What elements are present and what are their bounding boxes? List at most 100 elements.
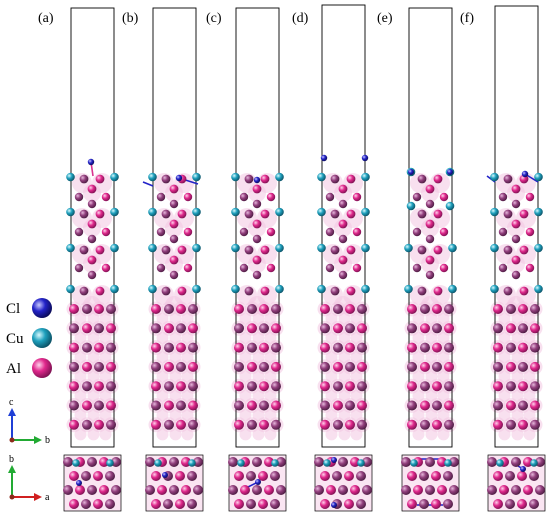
al-glow-f [498, 370, 511, 383]
cu-atom-d [361, 207, 370, 217]
cluster-al-atom-e [439, 192, 449, 202]
legend-label-cl: Cl [6, 301, 20, 317]
top-view-al-atom-b [163, 499, 173, 509]
bulk-al-atom-e [444, 361, 454, 372]
al-glow-b [156, 331, 169, 344]
cu-atom-c [275, 172, 284, 182]
bulk-al-atom-e [420, 419, 430, 430]
cu-atom-f [534, 172, 543, 182]
top-view-al-atom-d [338, 485, 348, 495]
axis-triad-top: b a [8, 454, 50, 503]
bulk-al-atom-b [176, 304, 186, 314]
top-view-cell-b [145, 454, 204, 512]
bulk-al-atom-d [357, 323, 367, 334]
cluster-al-atom-a [95, 174, 105, 184]
bulk-al-atom-a [82, 304, 92, 314]
top-view-al-atom-e [443, 499, 453, 509]
bulk-al-atom-f [506, 323, 516, 334]
bulk-al-atom-f [506, 304, 516, 314]
bulk-al-atom-b [188, 419, 198, 430]
cluster-al-atom-e [433, 286, 443, 296]
top-view-al-atom-b [145, 457, 155, 467]
cluster-al-atom-d [325, 192, 335, 202]
bulk-al-atom-f [506, 381, 516, 392]
cluster-al-atom-e [433, 209, 443, 219]
axis-triad-side: c b [8, 397, 50, 446]
cluster-al-atom-c [252, 255, 262, 265]
bulk-al-atom-c [247, 342, 257, 353]
top-view-al-atom-b [151, 499, 161, 509]
top-view-al-atom-c [258, 499, 268, 509]
cluster-al-atom-b [161, 286, 171, 296]
top-view-al-atom-b [145, 485, 155, 495]
top-view-al-atom-f [517, 471, 527, 481]
bulk-al-atom-a [94, 342, 104, 353]
top-view-al-atom-a [93, 471, 103, 481]
bulk-al-atom-f [518, 381, 528, 392]
bulk-al-atom-e [407, 304, 417, 314]
top-view-al-atom-d [356, 499, 366, 509]
cu-atom-d [317, 207, 326, 217]
cluster-al-atom-c [252, 184, 262, 194]
bulk-al-atom-b [176, 323, 186, 334]
cluster-al-atom-f [511, 255, 521, 265]
bulk-al-atom-b [164, 400, 174, 411]
al-glow-b [156, 428, 169, 441]
bulk-al-atom-a [94, 400, 104, 411]
al-glow-b [156, 370, 169, 383]
al-glow-e [412, 409, 425, 422]
al-glow-a [74, 428, 87, 441]
bulk-al-atom-c [259, 419, 269, 430]
cu-atom-b [148, 207, 157, 217]
bulk-al-atom-e [432, 323, 442, 334]
cluster-al-atom-c [252, 234, 262, 244]
bulk-al-atom-f [530, 419, 540, 430]
cluster-al-atom-c [244, 286, 254, 296]
top-view-al-atom-b [193, 485, 203, 495]
top-view-cell-f [487, 454, 546, 512]
top-view-cell-d [314, 454, 373, 512]
top-view-al-atom-d [314, 485, 324, 495]
cu-atom-c [275, 284, 284, 294]
al-glow-f [498, 389, 511, 402]
bulk-al-atom-b [164, 419, 174, 430]
bulk-al-atom-d [345, 323, 355, 334]
cu-atom-d [317, 284, 326, 294]
cluster-al-atom-c [252, 219, 262, 229]
cu-atom-a [66, 243, 75, 253]
bulk-al-atom-a [106, 400, 116, 411]
cluster-al-atom-d [325, 227, 335, 237]
bulk-al-atom-c [259, 304, 269, 314]
bulk-al-atom-c [234, 381, 244, 392]
top-view-cu-atom-f [530, 459, 538, 467]
top-view-cl-atom-d [331, 457, 337, 463]
bulk-al-atom-e [407, 342, 417, 353]
top-view-al-atom-b [181, 485, 191, 495]
bulk-al-atom-c [234, 361, 244, 372]
cluster-al-atom-d [346, 286, 356, 296]
bulk-al-atom-b [188, 400, 198, 411]
bulk-al-atom-b [151, 342, 161, 353]
top-view-al-atom-c [246, 499, 256, 509]
bulk-al-atom-d [333, 419, 343, 430]
bulk-al-atom-e [407, 419, 417, 430]
bulk-al-atom-f [530, 304, 540, 314]
cluster-al-atom-b [183, 263, 193, 273]
cluster-al-atom-b [169, 199, 179, 209]
bulk-al-atom-b [164, 361, 174, 372]
axis-label-c: c [9, 397, 14, 408]
top-view-al-atom-b [187, 499, 197, 509]
cluster-al-atom-b [156, 227, 166, 237]
al-glow-e [425, 428, 438, 441]
cluster-al-atom-a [87, 184, 97, 194]
bulk-al-atom-e [420, 323, 430, 334]
bulk-al-atom-d [345, 361, 355, 372]
unit-cell-outline-c [235, 7, 280, 448]
bulk-al-atom-e [420, 304, 430, 314]
al-glow-f [498, 409, 511, 422]
axis-arrowhead-b-top [8, 465, 16, 473]
cluster-al-atom-a [95, 209, 105, 219]
top-view-al-atom-e [437, 485, 447, 495]
al-atom-icon [32, 358, 52, 378]
bulk-al-atom-a [106, 381, 116, 392]
